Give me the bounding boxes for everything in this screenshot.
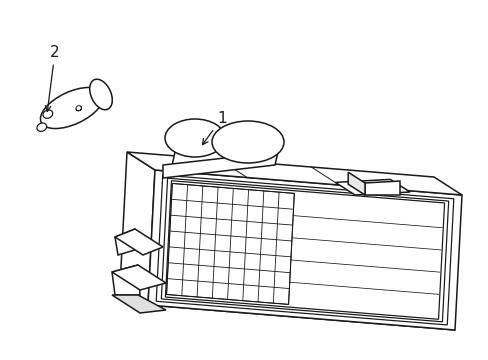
Polygon shape xyxy=(347,172,364,195)
Polygon shape xyxy=(120,287,454,330)
Polygon shape xyxy=(163,152,278,178)
Ellipse shape xyxy=(41,87,103,129)
Polygon shape xyxy=(127,152,461,195)
Polygon shape xyxy=(170,140,267,175)
Polygon shape xyxy=(364,181,399,195)
Polygon shape xyxy=(112,265,140,295)
Ellipse shape xyxy=(43,110,53,118)
Ellipse shape xyxy=(37,123,46,131)
Polygon shape xyxy=(115,229,138,255)
Polygon shape xyxy=(115,229,163,255)
Polygon shape xyxy=(112,295,165,313)
Text: 1: 1 xyxy=(202,111,226,145)
Polygon shape xyxy=(120,152,155,305)
Polygon shape xyxy=(166,184,294,305)
Polygon shape xyxy=(112,265,165,290)
Polygon shape xyxy=(148,170,461,330)
Ellipse shape xyxy=(164,119,224,157)
Polygon shape xyxy=(335,179,409,195)
Ellipse shape xyxy=(212,121,284,163)
Text: 2: 2 xyxy=(45,45,60,112)
Ellipse shape xyxy=(89,79,112,110)
